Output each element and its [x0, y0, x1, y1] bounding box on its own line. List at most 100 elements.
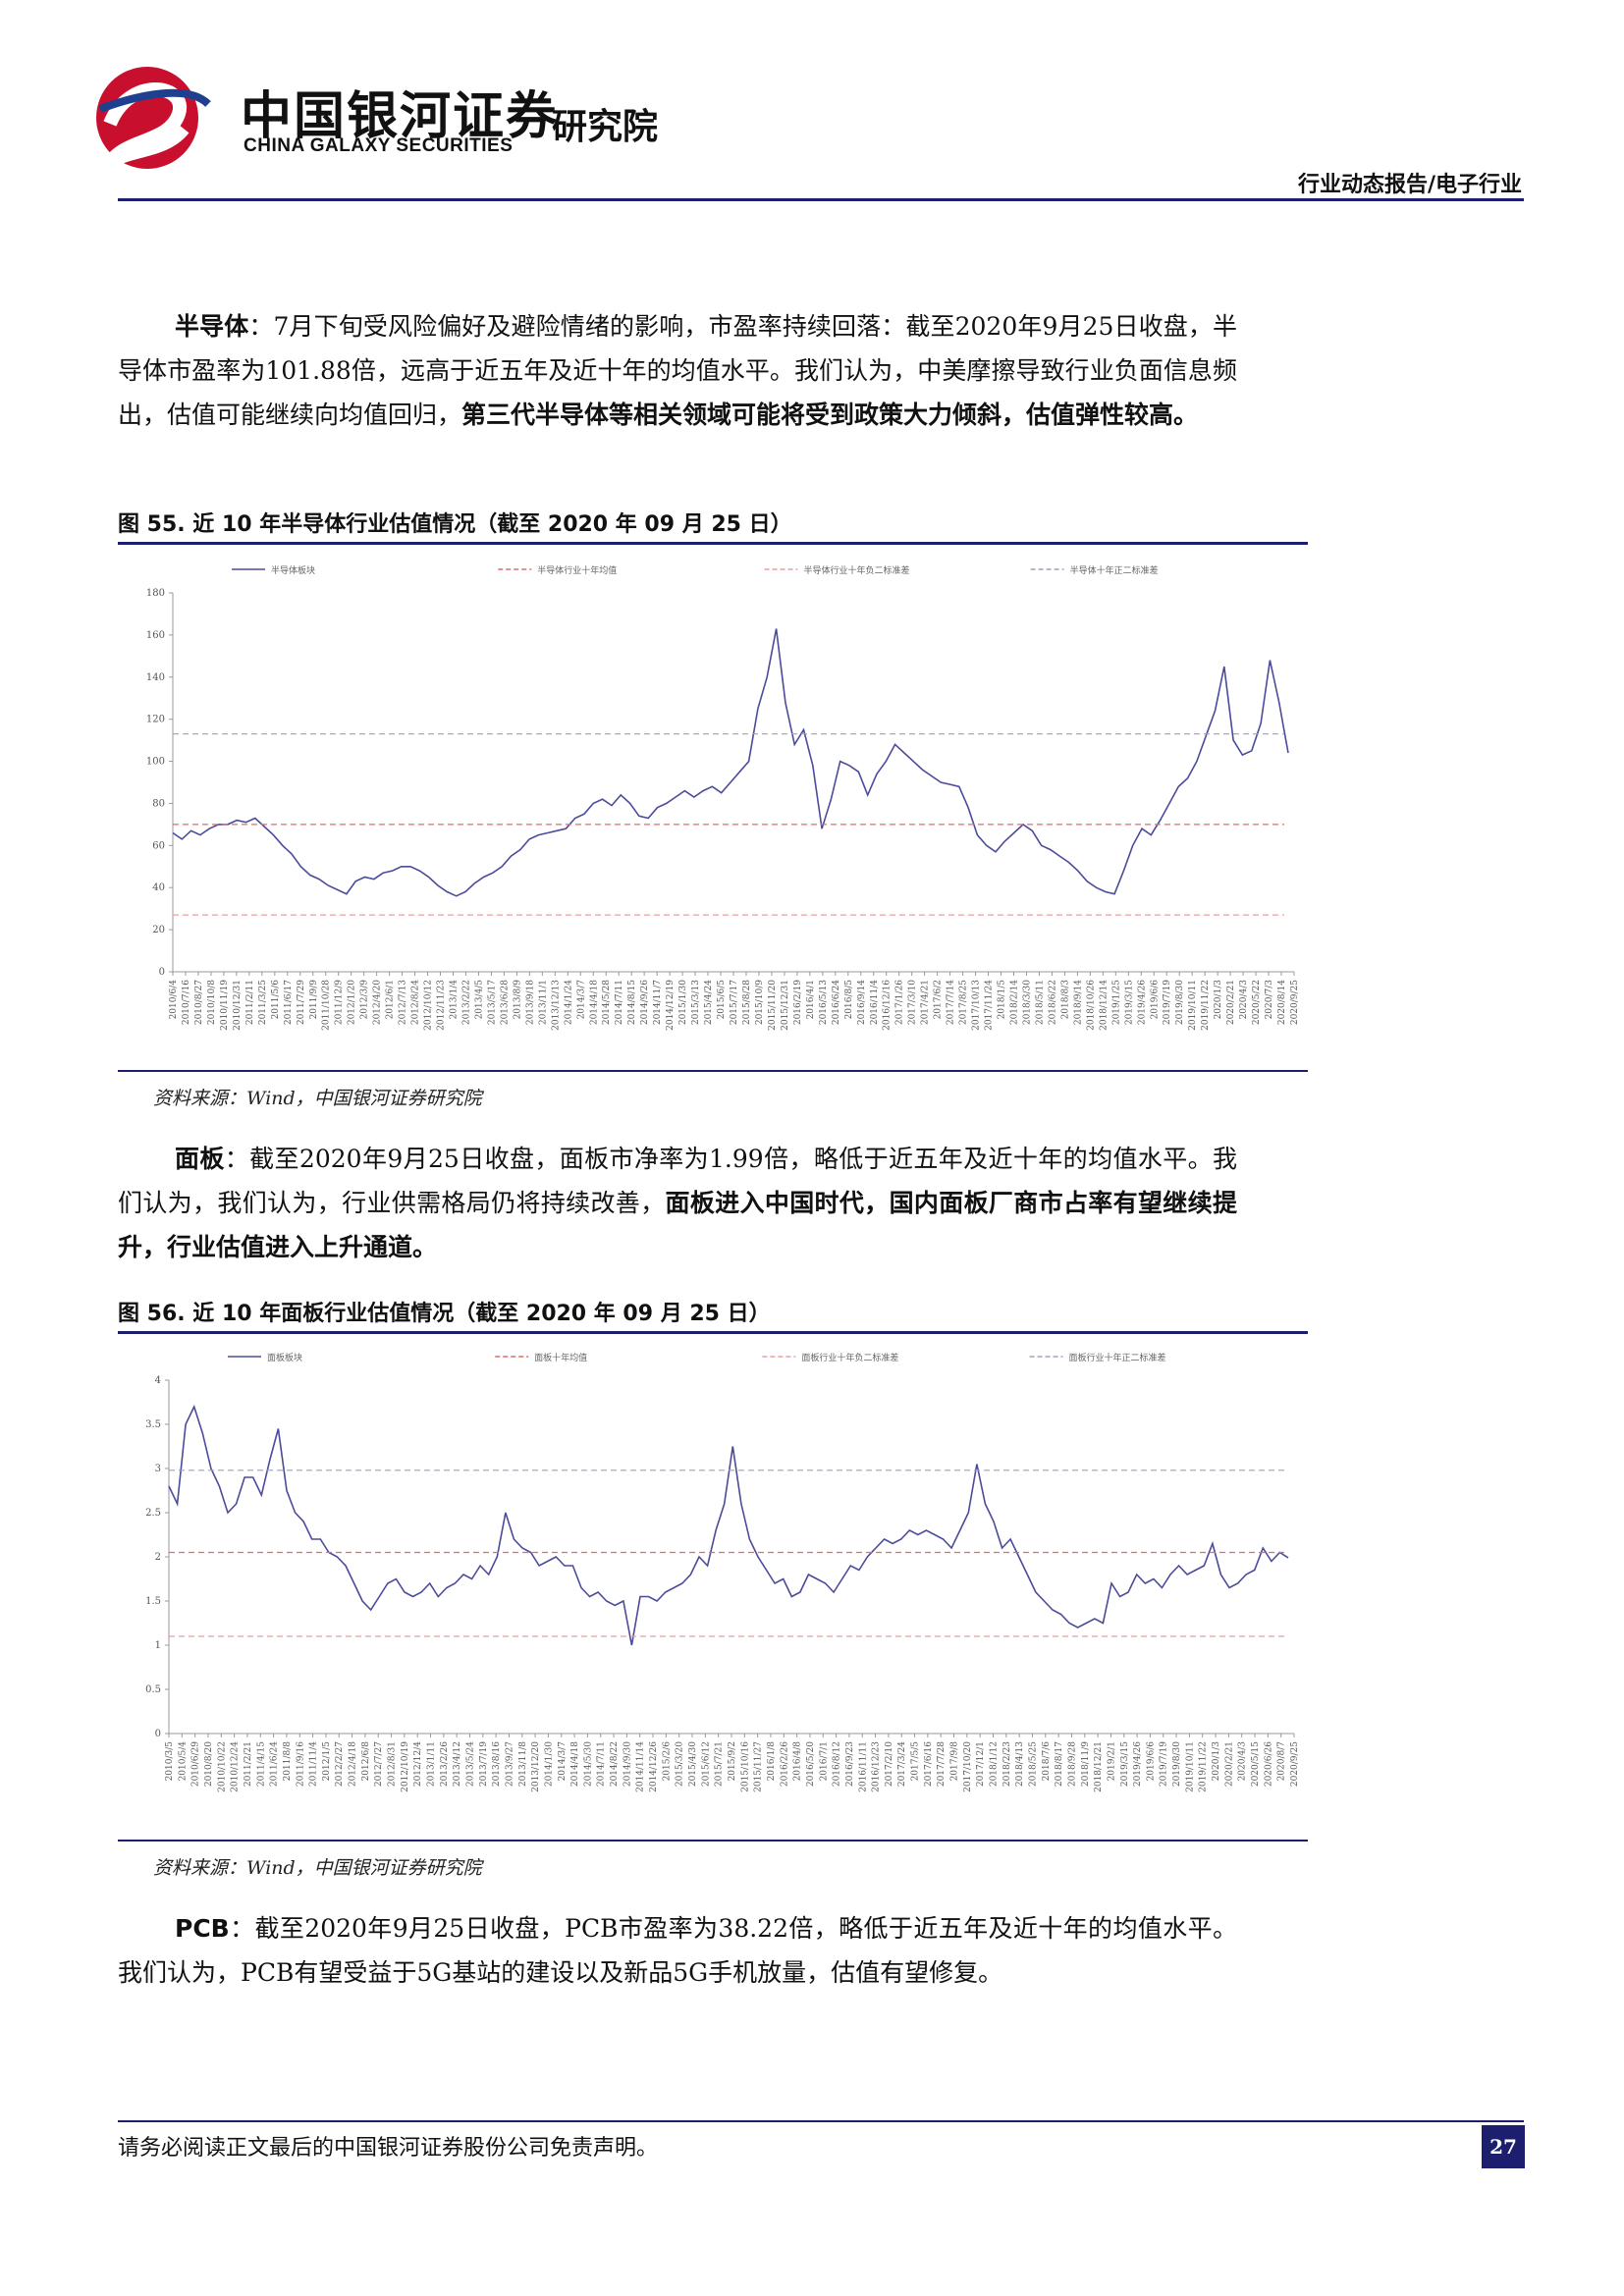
x-tick-label: 2015/2/6	[662, 1741, 672, 1782]
x-tick-label: 2013/9/27	[505, 1741, 514, 1787]
x-tick-label: 2013/5/17	[487, 980, 497, 1025]
y-tick-label: 40	[152, 882, 165, 893]
x-tick-label: 2016/11/11	[858, 1741, 868, 1792]
y-tick-label: 0.5	[145, 1684, 161, 1695]
x-tick-label: 2020/2/21	[1226, 980, 1236, 1025]
figure-55-title: 图 55. 近 10 年半导体行业估值情况（截至 2020 年 09 月 25 …	[118, 512, 792, 537]
x-tick-label: 2012/7/27	[374, 1741, 384, 1787]
x-tick-label: 2019/8/30	[1175, 980, 1185, 1025]
x-tick-label: 2017/3/24	[897, 1741, 907, 1787]
x-tick-label: 2013/12/20	[531, 1741, 541, 1792]
x-tick-label: 2020/5/22	[1252, 980, 1262, 1025]
x-tick-label: 2016/9/14	[857, 980, 867, 1025]
brand-name-en: CHINA GALAXY SECURITIES	[244, 135, 514, 156]
x-tick-label: 2013/1/4	[450, 980, 460, 1020]
x-tick-label: 2019/1/25	[1111, 980, 1121, 1025]
x-tick-label: 2011/2/21	[244, 1741, 253, 1787]
x-tick-label: 2013/7/19	[479, 1741, 489, 1787]
figure-55-rule	[118, 542, 1308, 545]
x-tick-label: 2017/7/28	[937, 1741, 947, 1787]
x-tick-label: 2014/5/30	[583, 1741, 593, 1787]
x-tick-label: 2013/4/12	[453, 1741, 462, 1787]
figure-56-title: 图 56. 近 10 年面板行业估值情况（截至 2020 年 09 月 25 日…	[118, 1302, 771, 1326]
x-tick-label: 2016/8/12	[833, 1741, 842, 1787]
figure-56-source: 资料来源：Wind，中国银河证券研究院	[153, 1857, 482, 1879]
x-tick-label: 2011/3/25	[258, 980, 268, 1025]
figure-56-rule	[118, 1331, 1308, 1334]
x-tick-label: 2018/6/22	[1048, 980, 1057, 1025]
x-tick-label: 2012/8/24	[411, 980, 421, 1025]
x-tick-label: 2016/2/26	[780, 1741, 789, 1787]
x-tick-label: 2014/3/7	[558, 1741, 568, 1782]
legend-label: 面板行业十年负二标准差	[801, 1352, 898, 1363]
x-tick-label: 2019/8/30	[1172, 1741, 1182, 1787]
y-tick-label: 160	[146, 630, 165, 641]
para-lead: 半导体	[175, 312, 249, 341]
x-tick-label: 2014/12/19	[666, 980, 676, 1031]
y-tick-label: 180	[146, 588, 165, 599]
x-tick-label: 2017/5/5	[911, 1741, 921, 1782]
x-tick-label: 2010/10/22	[217, 1741, 227, 1792]
x-tick-label: 2013/2/26	[440, 1741, 450, 1787]
x-tick-label: 2013/1/11	[427, 1741, 437, 1787]
para-lead: 面板	[175, 1145, 225, 1173]
y-tick-label: 3.5	[145, 1419, 161, 1430]
para-lead: PCB	[175, 1914, 230, 1943]
x-tick-label: 2014/1/30	[544, 1741, 554, 1787]
x-tick-label: 2017/3/10	[908, 980, 918, 1025]
x-tick-label: 2015/4/24	[704, 980, 714, 1025]
x-tick-label: 2012/2/27	[335, 1741, 345, 1787]
x-tick-label: 2012/4/18	[349, 1741, 358, 1787]
x-tick-label: 2019/6/6	[1150, 980, 1160, 1020]
x-tick-label: 2016/12/23	[872, 1741, 882, 1792]
brand-sub: 研究院	[552, 107, 659, 147]
x-tick-label: 2014/5/28	[602, 980, 612, 1025]
x-tick-label: 2018/4/13	[1015, 1741, 1025, 1787]
x-tick-label: 2011/6/17	[284, 980, 294, 1025]
x-tick-label: 2010/12/31	[233, 980, 243, 1031]
report-type: 行业动态报告/电子行业	[1297, 173, 1522, 197]
legend-label: 半导体板块	[271, 564, 315, 576]
x-tick-label: 2014/8/15	[627, 980, 637, 1025]
x-tick-label: 2019/11/22	[1199, 1741, 1209, 1792]
x-tick-label: 2012/7/13	[399, 980, 408, 1025]
x-tick-label: 2014/11/14	[636, 1741, 646, 1792]
x-tick-label: 2011/7/29	[297, 980, 306, 1025]
x-tick-label: 2017/8/25	[959, 980, 969, 1025]
footer-disclaimer: 请务必阅读正文最后的中国银河证券股份公司免责声明。	[118, 2136, 659, 2161]
paragraph-pcb: PCB：截至2020年9月25日收盘，PCB市盈率为38.22倍，略低于近五年及…	[118, 1906, 1237, 1995]
y-tick-label: 0	[159, 967, 165, 978]
para-bold: 面板进入中国时代，国内面板厂商市占率有望继续提升，行业估值进入上升通道。	[118, 1189, 1237, 1261]
figure-56-bottom-rule	[118, 1840, 1308, 1842]
legend-label: 半导体十年正二标准差	[1070, 564, 1159, 576]
x-tick-label: 2016/4/1	[806, 980, 816, 1019]
y-tick-label: 3	[155, 1464, 161, 1474]
x-tick-label: 2012/1/5	[322, 1741, 332, 1782]
y-tick-label: 0	[155, 1729, 161, 1739]
x-tick-label: 2012/10/12	[424, 980, 434, 1031]
x-tick-label: 2010/10/8	[207, 980, 217, 1025]
x-tick-label: 2018/1/5	[998, 980, 1007, 1020]
x-tick-label: 2012/3/9	[360, 980, 370, 1020]
y-tick-label: 20	[152, 925, 165, 935]
x-tick-label: 2015/9/2	[728, 1741, 737, 1781]
x-tick-label: 2015/3/13	[691, 980, 701, 1025]
x-tick-label: 2010/5/4	[178, 1741, 188, 1782]
x-tick-label: 2020/7/3	[1265, 980, 1274, 1020]
x-tick-label: 2015/6/5	[717, 980, 727, 1020]
x-tick-label: 2020/6/26	[1264, 1741, 1273, 1787]
x-tick-label: 2019/4/26	[1133, 1741, 1143, 1787]
figure-55-bottom-rule	[118, 1070, 1308, 1072]
x-tick-label: 2014/9/30	[623, 1741, 632, 1787]
footer-rule	[118, 2120, 1524, 2122]
x-tick-label: 2014/4/18	[589, 980, 599, 1025]
x-tick-label: 2018/9/14	[1073, 980, 1083, 1025]
x-tick-label: 2017/2/10	[885, 1741, 894, 1787]
x-tick-label: 2013/8/16	[492, 1741, 502, 1787]
y-tick-label: 2	[155, 1552, 161, 1563]
x-tick-label: 2014/3/7	[576, 980, 586, 1020]
x-tick-label: 2018/12/21	[1094, 1741, 1104, 1792]
x-tick-label: 2014/1/24	[564, 980, 573, 1025]
x-tick-label: 2019/10/11	[1188, 980, 1198, 1031]
x-tick-label: 2012/8/31	[388, 1741, 398, 1787]
